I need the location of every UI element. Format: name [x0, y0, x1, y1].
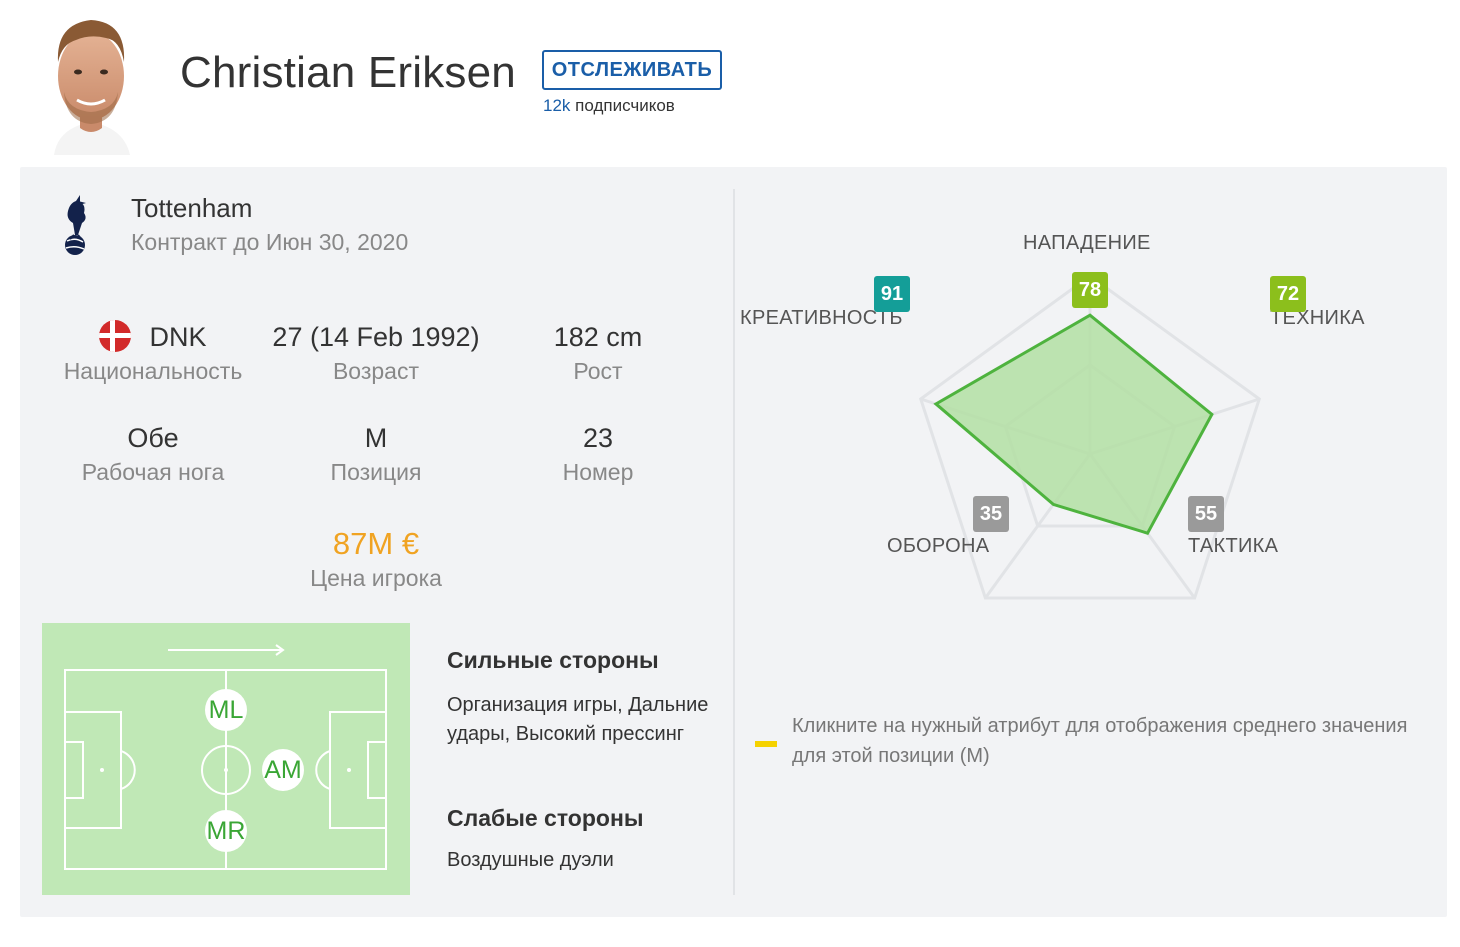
stat-nationality: DNK Национальность	[38, 319, 268, 385]
position-label: Позиция	[330, 459, 422, 485]
weaknesses-title: Слабые стороны	[447, 805, 644, 831]
stat-price: 87M € Цена игрока	[261, 527, 491, 592]
followers-count: 12k подписчиков	[543, 96, 675, 116]
weaknesses-text: Воздушные дуэли	[447, 849, 614, 871]
player-header: Christian Eriksen ОТСЛЕЖИВАТЬ 12k подпис…	[0, 0, 1460, 165]
player-name: Christian Eriksen	[180, 48, 516, 97]
attribute-label-tactics[interactable]: ТАКТИКА	[1188, 535, 1279, 557]
tottenham-crest-icon[interactable]	[56, 193, 92, 259]
attribute-label-technique[interactable]: ТЕХНИКА	[1270, 307, 1365, 329]
position-badge-am: AM	[262, 749, 304, 791]
height-label: Рост	[573, 358, 623, 384]
club-name[interactable]: Tottenham	[131, 193, 253, 223]
nationality-value: DNK	[149, 322, 207, 352]
attribute-score-defense[interactable]: 35	[973, 496, 1009, 532]
stat-position: M Позиция	[261, 421, 491, 486]
player-info-card: Tottenham Контракт до Июн 30, 2020 DNK Н…	[20, 167, 1447, 917]
pitch-lines	[64, 644, 387, 870]
attribute-label-defense[interactable]: ОБОРОНА	[887, 535, 990, 557]
attribute-score-attack[interactable]: 78	[1072, 272, 1108, 308]
age-value: 27 (14 Feb 1992)	[272, 322, 480, 352]
nationality-label: Национальность	[63, 358, 243, 384]
foot-value: Обе	[127, 423, 179, 453]
position-pitch: ML AM MR	[42, 623, 410, 895]
number-label: Номер	[562, 459, 634, 485]
follow-button[interactable]: ОТСЛЕЖИВАТЬ	[542, 50, 722, 90]
stat-age: 27 (14 Feb 1992) Возраст	[261, 320, 491, 385]
strengths-text: Организация игры, Дальние удары, Высокий…	[447, 694, 709, 745]
price-value: 87M €	[332, 526, 420, 561]
stat-number: 23 Номер	[483, 421, 713, 486]
price-label: Цена игрока	[310, 565, 442, 591]
foot-label: Рабочая нога	[81, 459, 225, 485]
age-label: Возраст	[332, 358, 420, 384]
position-badge-mr: MR	[205, 810, 247, 852]
legend-hint: Кликните на нужный атрибут для отображен…	[792, 715, 1408, 767]
number-value: 23	[582, 423, 614, 453]
attribute-label-creativity[interactable]: КРЕАТИВНОСТЬ	[740, 307, 903, 329]
attribute-score-tactics[interactable]: 55	[1188, 496, 1224, 532]
position-badge-ml: ML	[205, 689, 247, 731]
strengths-title: Сильные стороны	[447, 647, 659, 673]
denmark-flag-icon	[99, 319, 132, 352]
attribute-label-attack[interactable]: НАПАДЕНИЕ	[1023, 232, 1151, 254]
stat-foot: Обе Рабочая нога	[38, 421, 268, 486]
column-divider	[733, 189, 735, 895]
attribute-score-creativity[interactable]: 91	[874, 276, 910, 312]
height-value: 182 cm	[553, 322, 643, 352]
legend-marker	[755, 741, 777, 747]
position-value: M	[364, 423, 388, 453]
stat-height: 182 cm Рост	[483, 320, 713, 385]
attributes-radar-chart	[918, 274, 1262, 600]
followers-label: подписчиков	[575, 96, 675, 115]
player-photo	[54, 20, 130, 155]
radar-grid-0	[918, 274, 1262, 600]
radar-value-area	[933, 313, 1214, 535]
followers-number[interactable]: 12k	[543, 96, 571, 115]
contract-info: Контракт до Июн 30, 2020	[131, 229, 409, 255]
attribute-score-technique[interactable]: 72	[1270, 276, 1306, 312]
